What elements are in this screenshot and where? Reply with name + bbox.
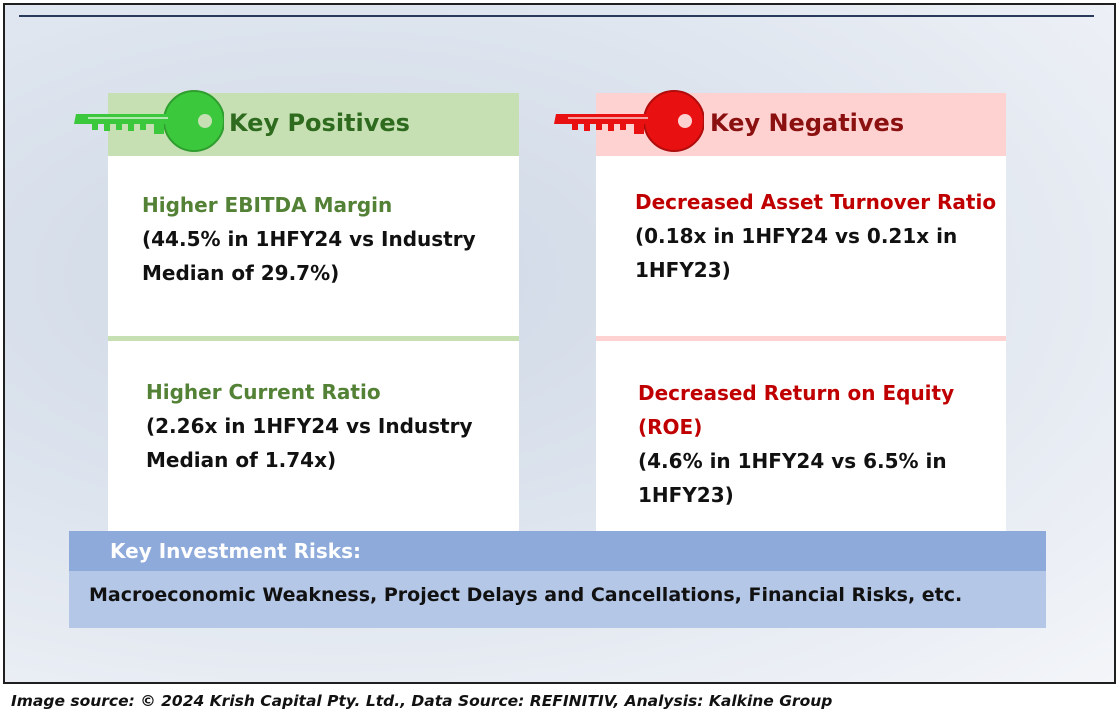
image-source-caption: Image source: © 2024 Krish Capital Pty. … — [11, 692, 833, 710]
positive-item-detail: Median of 29.7%) — [142, 261, 340, 285]
negatives-header-title: Key Negatives — [710, 109, 905, 137]
positive-item-detail: (2.26x in 1HFY24 vs Industry — [146, 414, 473, 438]
positive-item-box — [108, 341, 519, 531]
negative-item-box — [596, 156, 1006, 336]
negative-item-title: (ROE) — [638, 415, 703, 439]
risks-header-title: Key Investment Risks: — [110, 539, 361, 563]
top-divider — [19, 15, 1094, 17]
negative-item-title: Decreased Asset Turnover Ratio — [635, 190, 997, 214]
green-key-icon — [74, 90, 224, 152]
negatives-divider — [596, 336, 1006, 341]
negative-item-detail: 1HFY23) — [638, 483, 734, 507]
positive-item-box — [108, 156, 519, 336]
negative-item-detail: 1HFY23) — [635, 258, 731, 282]
negative-item-title: Decreased Return on Equity — [638, 381, 955, 405]
risks-body — [69, 571, 1046, 628]
risks-text: Macroeconomic Weakness, Project Delays a… — [89, 584, 963, 606]
risks-header-bar — [69, 531, 1046, 571]
negative-item-detail: (4.6% in 1HFY24 vs 6.5% in — [638, 449, 947, 473]
red-key-icon — [554, 90, 704, 152]
positive-item-detail: Median of 1.74x) — [146, 448, 337, 472]
negative-item-detail: (0.18x in 1HFY24 vs 0.21x in — [635, 224, 958, 248]
positive-item-detail: (44.5% in 1HFY24 vs Industry — [142, 227, 476, 251]
positives-divider — [108, 336, 519, 341]
positive-item-title: Higher Current Ratio — [146, 380, 381, 404]
positives-header-title: Key Positives — [229, 109, 410, 137]
positive-item-title: Higher EBITDA Margin — [142, 193, 393, 217]
negative-item-box — [596, 341, 1006, 531]
